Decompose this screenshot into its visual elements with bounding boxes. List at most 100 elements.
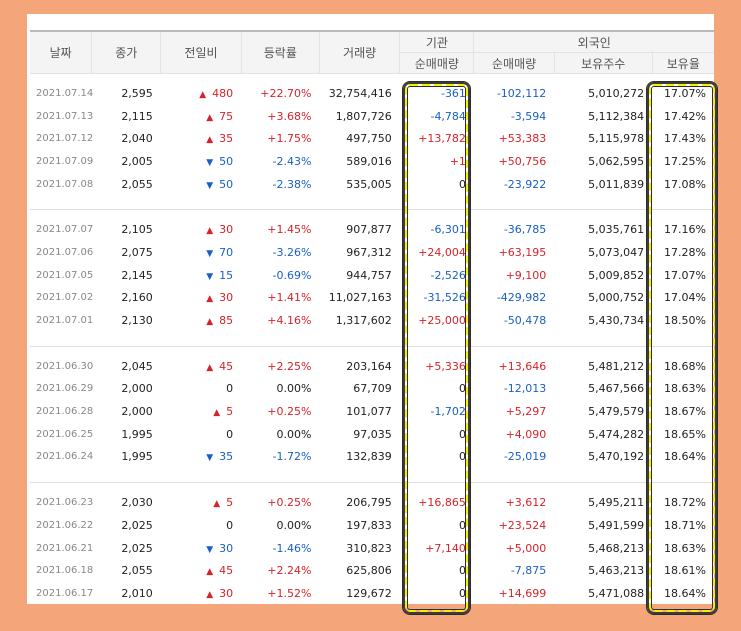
cell-foreign-net: -429,982: [496, 291, 547, 305]
cell-foreign-shares: 5,430,734: [588, 314, 645, 328]
cell-rate: -0.69%: [272, 268, 312, 282]
cell-date: 2021.06.25: [36, 428, 94, 440]
table-row: 2021.07.14 2,595 ▲ 480 +22.70% 32,754,416 -361…: [30, 82, 714, 105]
cell-change: ▼ 70: [161, 241, 241, 264]
change-value: 480: [212, 86, 234, 100]
table-row: 2021.07.01 2,130 ▲ 85 +4.16% 1,317,602 +25,000…: [30, 309, 714, 332]
cell-change: ▲ 30: [161, 582, 241, 604]
group-divider: [30, 331, 714, 347]
cell-foreign-shares: 5,112,384: [588, 109, 645, 123]
cell-foreign-shares: 5,009,852: [588, 268, 645, 282]
cell-foreign-net: -102,112: [496, 86, 547, 100]
cell-close: 2,075: [121, 245, 153, 259]
cell-foreign-ratio: 17.07%: [664, 86, 706, 100]
cell-foreign-shares: 5,491,599: [588, 518, 645, 532]
cell-volume: 1,317,602: [335, 314, 392, 328]
cell-date: 2021.07.08: [36, 178, 94, 190]
cell-close: 2,000: [121, 405, 153, 419]
change-value: 75: [219, 109, 234, 123]
table-row: 2021.07.06 2,075 ▼ 70 -3.26% 967,312 +24,004 +6…: [30, 241, 714, 264]
up-arrow-icon: ▲: [206, 294, 214, 305]
table-row: 2021.06.21 2,025 ▼ 30 -1.46% 310,823 +7,140 +5,…: [30, 537, 714, 560]
cell-close: 2,005: [121, 154, 153, 168]
table-row: 2021.07.13 2,115 ▲ 75 +3.68% 1,807,726 -4,784 -…: [30, 105, 714, 128]
cell-date: 2021.07.13: [36, 110, 94, 122]
cell-date: 2021.07.12: [36, 133, 94, 145]
header-rate: 등락률: [240, 30, 320, 74]
stock-table-panel: 날짜 종가 전일비 등락률 거래량 기관 외국인 순매매량 순매매량 보유주수 …: [27, 14, 714, 604]
spacer-row: [30, 74, 714, 83]
cell-change: ▲ 480: [161, 82, 241, 105]
change-value: 30: [219, 541, 234, 555]
cell-foreign-ratio: 17.04%: [664, 291, 706, 305]
cell-foreign-net: +14,699: [498, 586, 547, 600]
highlight-ratio-column: [647, 82, 717, 614]
table-row: 2021.06.30 2,045 ▲ 45 +2.25% 203,164 +5,336 +13…: [30, 355, 714, 378]
change-value: 0: [226, 518, 234, 532]
cell-foreign-net: +4,090: [505, 427, 547, 441]
spacer-row: [30, 346, 714, 355]
cell-date: 2021.06.30: [36, 360, 94, 372]
change-value: 15: [219, 268, 234, 282]
cell-close: 1,995: [121, 427, 153, 441]
cell-close: 2,130: [121, 314, 153, 328]
cell-volume: 197,833: [346, 518, 392, 532]
cell-foreign-shares: 5,115,978: [588, 132, 645, 146]
spacer-row: [30, 483, 714, 492]
cell-inst-net: -2,526: [430, 268, 466, 282]
cell-volume: 67,709: [353, 382, 392, 396]
cell-change: ▲ 85: [161, 309, 241, 332]
cell-rate: 0.00%: [276, 382, 312, 396]
cell-date: 2021.07.07: [36, 224, 94, 236]
cell-date: 2021.07.02: [36, 292, 94, 304]
cell-foreign-net: +50,756: [498, 154, 547, 168]
cell-inst-net: 0: [458, 518, 466, 532]
cell-inst-net: 0: [458, 586, 466, 600]
cell-foreign-net: +5,000: [505, 541, 547, 555]
cell-foreign-ratio: 18.71%: [664, 518, 706, 532]
cell-foreign-ratio: 18.64%: [664, 450, 706, 464]
up-arrow-icon: ▲: [206, 135, 214, 146]
cell-volume: 907,877: [346, 223, 392, 237]
cell-inst-net: +7,140: [425, 541, 466, 555]
cell-foreign-net: +63,195: [498, 245, 547, 259]
cell-foreign-net: +9,100: [505, 268, 547, 282]
cell-foreign-ratio: 17.28%: [664, 245, 706, 259]
header-foreign: 외국인: [473, 30, 714, 53]
header-close: 종가: [91, 30, 161, 74]
cell-close: 2,160: [121, 291, 153, 305]
table-row: 2021.07.02 2,160 ▲ 30 +1.41% 11,027,163 -31,52…: [30, 287, 714, 310]
header-date: 날짜: [30, 30, 92, 74]
cell-inst-net: -6,301: [430, 223, 466, 237]
up-arrow-icon: ▲: [213, 499, 221, 510]
cell-inst-net: -31,526: [423, 291, 466, 305]
cell-date: 2021.06.28: [36, 406, 94, 418]
cell-rate: +2.25%: [267, 359, 312, 373]
cell-volume: 97,035: [353, 427, 392, 441]
cell-foreign-ratio: 17.25%: [664, 154, 706, 168]
up-arrow-icon: ▲: [206, 362, 214, 373]
cell-rate: 0.00%: [276, 427, 312, 441]
cell-foreign-shares: 5,035,761: [588, 223, 645, 237]
cell-foreign-ratio: 17.08%: [664, 177, 706, 191]
cell-rate: +22.70%: [260, 86, 312, 100]
cell-date: 2021.06.17: [36, 587, 94, 599]
cell-change: ▲ 30: [161, 287, 241, 310]
cell-date: 2021.06.29: [36, 383, 94, 395]
cell-change: ▲ 30: [161, 218, 241, 241]
change-value: 30: [219, 586, 234, 600]
daily-trading-table: 날짜 종가 전일비 등락률 거래량 기관 외국인 순매매량 순매매량 보유주수 …: [30, 30, 714, 604]
cell-volume: 967,312: [346, 245, 392, 259]
table-row: 2021.06.23 2,030 ▲ 5 +0.25% 206,795 +16,865 +3,…: [30, 491, 714, 514]
cell-foreign-net: -25,019: [503, 450, 547, 464]
cell-foreign-net: -36,785: [503, 223, 547, 237]
cell-rate: +1.41%: [267, 291, 312, 305]
change-value: 70: [219, 245, 234, 259]
cell-rate: +0.25%: [267, 405, 312, 419]
cell-volume: 589,016: [346, 154, 392, 168]
cell-volume: 310,823: [346, 541, 392, 555]
cell-foreign-shares: 5,495,211: [588, 496, 645, 510]
change-value: 45: [219, 359, 234, 373]
change-value: 5: [226, 496, 234, 510]
cell-foreign-ratio: 17.42%: [664, 109, 706, 123]
